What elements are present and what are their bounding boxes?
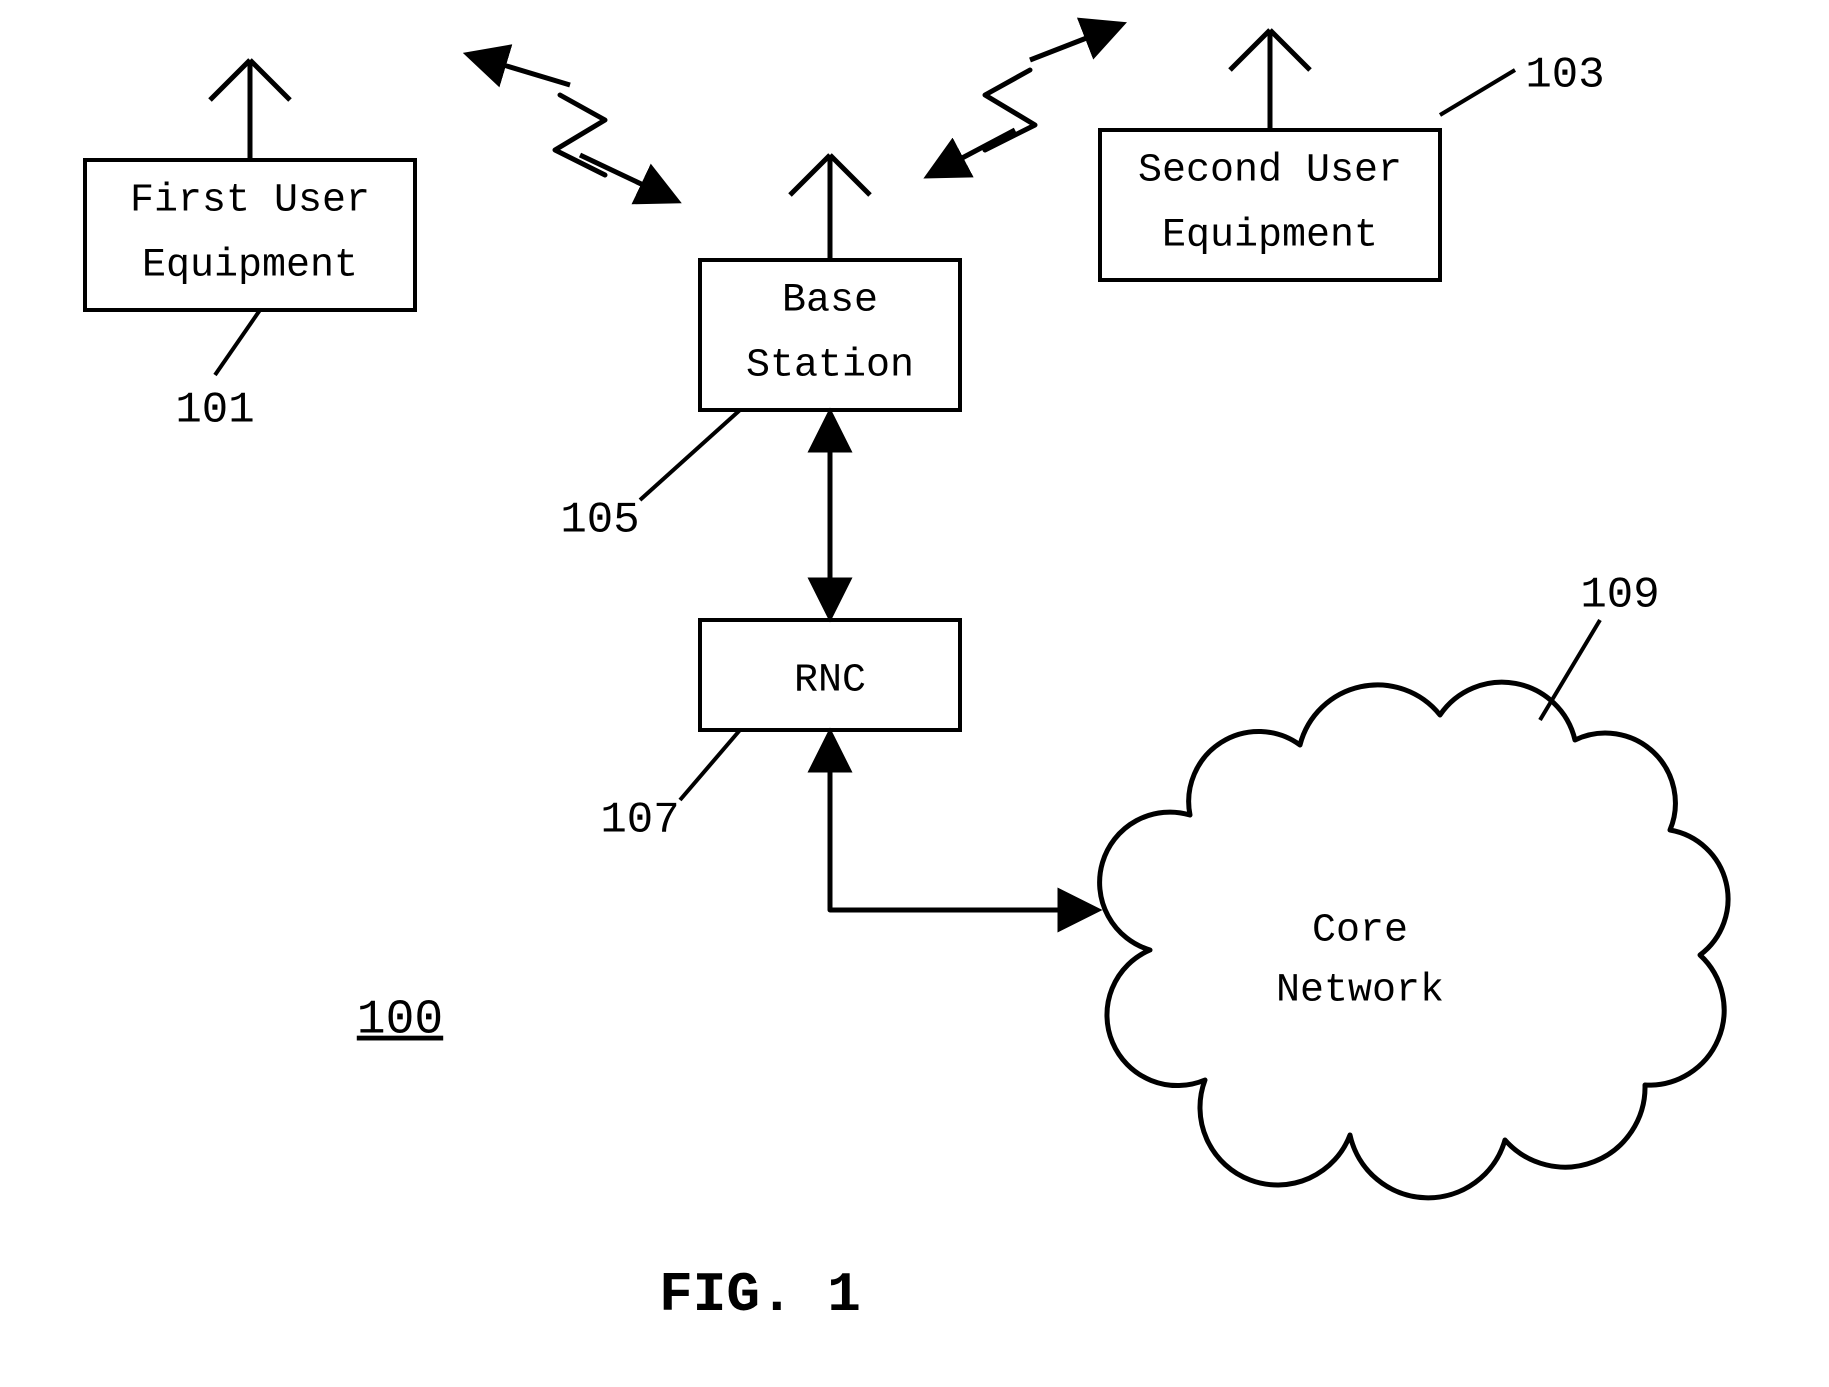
ref-103: 103 [1525,51,1604,101]
first-user-equipment-label-line1: First User [130,179,370,224]
antenna-icon [1230,30,1310,130]
antenna-icon [790,155,870,260]
second-user-equipment-label-line1: Second User [1138,149,1402,194]
core-network-label-line1: Core [1312,909,1408,954]
ref-leader [640,410,740,500]
system-ref-100: 100 [357,994,443,1048]
wireless-signal-icon [470,55,675,200]
ref-109: 109 [1580,571,1659,621]
ref-101: 101 [175,386,254,436]
base-station-label-line1: Base [782,279,878,324]
wireless-signal-icon [930,25,1120,175]
first-user-equipment-label-line2: Equipment [142,244,358,289]
link-rnc-core [830,735,1095,910]
ref-leader [215,310,260,375]
antenna-icon [210,60,290,160]
second-user-equipment-label-line2: Equipment [1162,214,1378,259]
ref-105: 105 [560,496,639,546]
figure-caption: FIG. 1 [659,1263,861,1327]
ref-leader [680,730,740,800]
core-network-cloud [1100,682,1728,1198]
rnc-label: RNC [794,659,866,704]
ref-107: 107 [600,796,679,846]
core-network-label-line2: Network [1276,969,1444,1014]
ref-leader [1540,620,1600,720]
base-station-label-line2: Station [746,344,914,389]
ref-leader [1440,70,1515,115]
